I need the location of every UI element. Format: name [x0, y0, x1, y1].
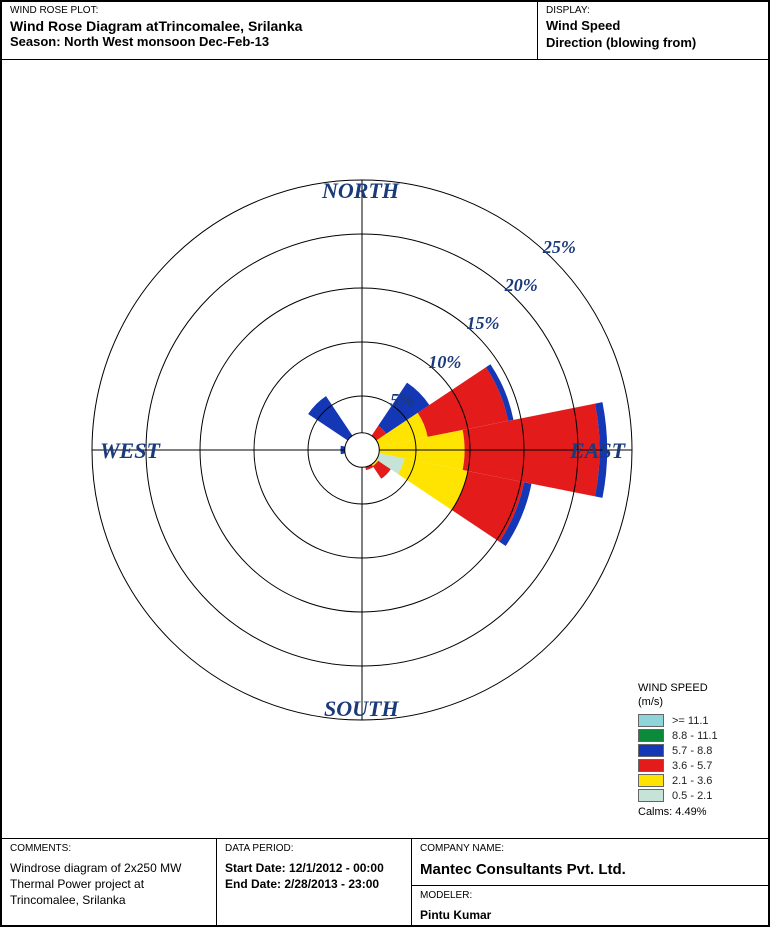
legend-item: 0.5 - 2.1 [638, 789, 748, 802]
legend-swatch [638, 774, 664, 787]
period-end: End Date: 2/28/2013 - 23:00 [225, 876, 403, 892]
rose-center [345, 433, 380, 468]
compass-north: NORTH [322, 178, 399, 204]
legend: WIND SPEED (m/s) >= 11.1 8.8 - 11.1 5.7 - … [638, 682, 748, 818]
legend-label: 5.7 - 8.8 [672, 745, 712, 757]
legend-item: 2.1 - 3.6 [638, 774, 748, 787]
rose-segment [308, 396, 353, 441]
comments-text: Windrose diagram of 2x250 MW Thermal Pow… [10, 860, 208, 909]
legend-item: >= 11.1 [638, 714, 748, 727]
legend-item: 3.6 - 5.7 [638, 759, 748, 772]
legend-swatch [638, 789, 664, 802]
compass-west: WEST [100, 438, 160, 464]
company-label: COMPANY NAME: [420, 843, 760, 854]
ring-label: 25% [543, 237, 576, 258]
plot-season: Season: North West monsoon Dec-Feb-13 [10, 34, 529, 49]
display-line2: Direction (blowing from) [546, 35, 760, 50]
plot-area: NORTH SOUTH EAST WEST 5% 10% 15%20%25% WIND S… [2, 60, 768, 838]
ring-label: 20% [505, 275, 538, 296]
legend-label: 3.6 - 5.7 [672, 760, 712, 772]
legend-swatch [638, 714, 664, 727]
legend-calms: Calms: 4.49% [638, 806, 748, 818]
modeler-label: MODELER: [420, 890, 760, 901]
legend-label: >= 11.1 [672, 715, 709, 727]
modeler-cell: MODELER: Pintu Kumar [412, 886, 768, 927]
legend-label: 2.1 - 3.6 [672, 775, 712, 787]
ring-label: 15% [467, 313, 500, 334]
header-right: DISPLAY: Wind Speed Direction (blowing f… [538, 2, 768, 59]
company-cell: COMPANY NAME: Mantec Consultants Pvt. Lt… [412, 839, 768, 886]
plot-label: WIND ROSE PLOT: [10, 5, 529, 16]
display-line1: Wind Speed [546, 18, 760, 33]
company-name: Mantec Consultants Pvt. Ltd. [420, 860, 760, 880]
period-start: Start Date: 12/1/2012 - 00:00 [225, 860, 403, 876]
comments-cell: COMMENTS: Windrose diagram of 2x250 MW T… [2, 839, 217, 927]
comments-label: COMMENTS: [10, 843, 208, 854]
legend-label: 0.5 - 2.1 [672, 790, 712, 802]
plot-title: Wind Rose Diagram atTrincomalee, Srilank… [10, 18, 529, 34]
legend-title: WIND SPEED [638, 682, 748, 694]
legend-swatch [638, 744, 664, 757]
legend-swatch [638, 729, 664, 742]
period-cell: DATA PERIOD: Start Date: 12/1/2012 - 00:… [217, 839, 412, 927]
ring-label: 10% [428, 352, 461, 373]
legend-unit: (m/s) [638, 696, 748, 708]
display-label: DISPLAY: [546, 5, 760, 16]
ring-label: 5% [390, 390, 414, 411]
legend-label: 8.8 - 11.1 [672, 730, 718, 742]
compass-east: EAST [570, 438, 625, 464]
compass-south: SOUTH [324, 696, 399, 722]
period-label: DATA PERIOD: [225, 843, 403, 854]
legend-item: 5.7 - 8.8 [638, 744, 748, 757]
legend-item: 8.8 - 11.1 [638, 729, 748, 742]
header: WIND ROSE PLOT: Wind Rose Diagram atTrin… [2, 2, 768, 60]
legend-swatch [638, 759, 664, 772]
modeler-name: Pintu Kumar [420, 907, 760, 923]
footer: COMMENTS: Windrose diagram of 2x250 MW T… [2, 838, 768, 927]
header-left: WIND ROSE PLOT: Wind Rose Diagram atTrin… [2, 2, 538, 59]
